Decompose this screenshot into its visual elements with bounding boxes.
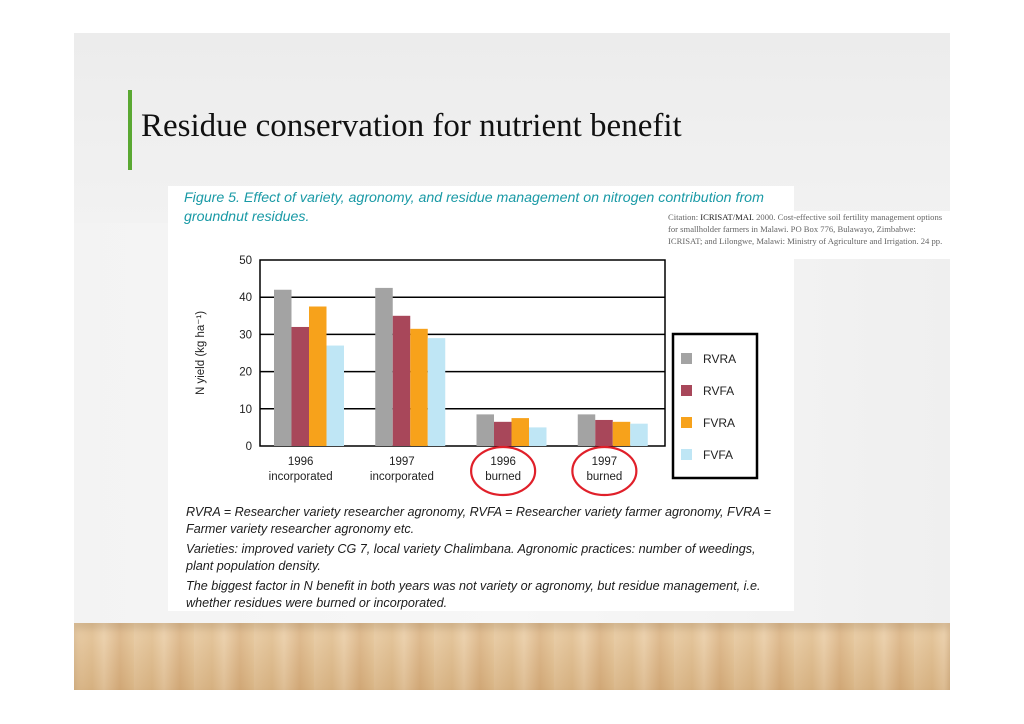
bar-fvfa-1 [427, 338, 446, 446]
bar-fvfa-0 [326, 345, 344, 446]
bar-rvfa-3 [595, 419, 613, 446]
citation: Citation: ICRISAT/MAI. 2000. Cost-effect… [664, 211, 950, 259]
y-tick-label: 50 [239, 255, 252, 267]
figure-note-varieties: Varieties: improved variety CG 7, local … [186, 542, 756, 573]
bar-fvfa-2 [529, 427, 547, 446]
figure-note-conclusion: The biggest factor in N benefit in both … [186, 579, 761, 610]
figure-caption: Figure 5. Effect of variety, agronomy, a… [184, 190, 764, 225]
legend-label-rvfa: RVFA [703, 384, 734, 398]
bar-rvfa-1 [392, 315, 411, 446]
bar-rvra-0 [274, 289, 292, 446]
floor-texture [74, 623, 950, 690]
x-tick-label: 1996 [490, 456, 516, 468]
bar-rvfa-0 [291, 326, 309, 446]
bar-fvra-0 [309, 306, 327, 446]
legend-swatch-fvfa [681, 449, 692, 460]
x-tick-label: burned [485, 471, 521, 483]
x-tick-label: 1996 [288, 456, 314, 468]
slide-title: Residue conservation for nutrient benefi… [141, 108, 682, 144]
legend-label-rvra: RVRA [703, 352, 736, 366]
title-accent-bar [128, 90, 132, 170]
bar-fvra-1 [410, 328, 428, 446]
citation-source: ICRISAT/MAI. [700, 212, 754, 222]
highlight-circle [571, 445, 638, 497]
x-tick-label: 1997 [389, 456, 415, 468]
figure-note-abbreviations: RVRA = Researcher variety researcher agr… [186, 505, 772, 536]
x-tick-label: 1997 [592, 456, 618, 468]
x-tick-label: burned [586, 471, 622, 483]
y-tick-label: 10 [239, 404, 252, 416]
bar-fvra-2 [511, 418, 529, 446]
bar-rvfa-2 [494, 421, 512, 446]
legend-swatch-fvra [681, 417, 692, 428]
bar-rvra-2 [476, 414, 494, 446]
x-tick-label: incorporated [269, 471, 333, 483]
legend-swatch-rvra [681, 353, 692, 364]
y-tick-label: 30 [239, 329, 252, 341]
citation-label: Citation: [668, 212, 699, 222]
y-axis-label: N yield (kg ha⁻¹) [195, 311, 207, 395]
citation-text: 2000. Cost-effective soil fertility mana… [668, 212, 943, 247]
bar-rvra-1 [375, 287, 393, 446]
x-tick-label: incorporated [370, 471, 434, 483]
y-tick-label: 40 [239, 292, 252, 304]
bar-rvra-3 [577, 414, 596, 446]
y-tick-label: 20 [239, 367, 252, 379]
highlight-circle [470, 445, 537, 497]
y-tick-label: 0 [246, 441, 252, 453]
bar-fvra-3 [612, 421, 631, 446]
bar-fvfa-3 [630, 423, 648, 446]
legend-swatch-rvfa [681, 385, 692, 396]
figure-panel: 0 10 20 30 40 50 N yield (kg ha⁻¹) 1996 incorpor… [168, 186, 794, 611]
legend-label-fvfa: FVFA [703, 448, 733, 462]
bar-chart: 0 10 20 30 40 50 N yield (kg ha⁻¹) 1996 incorpor… [195, 255, 759, 497]
legend-label-fvra: FVRA [703, 416, 735, 430]
